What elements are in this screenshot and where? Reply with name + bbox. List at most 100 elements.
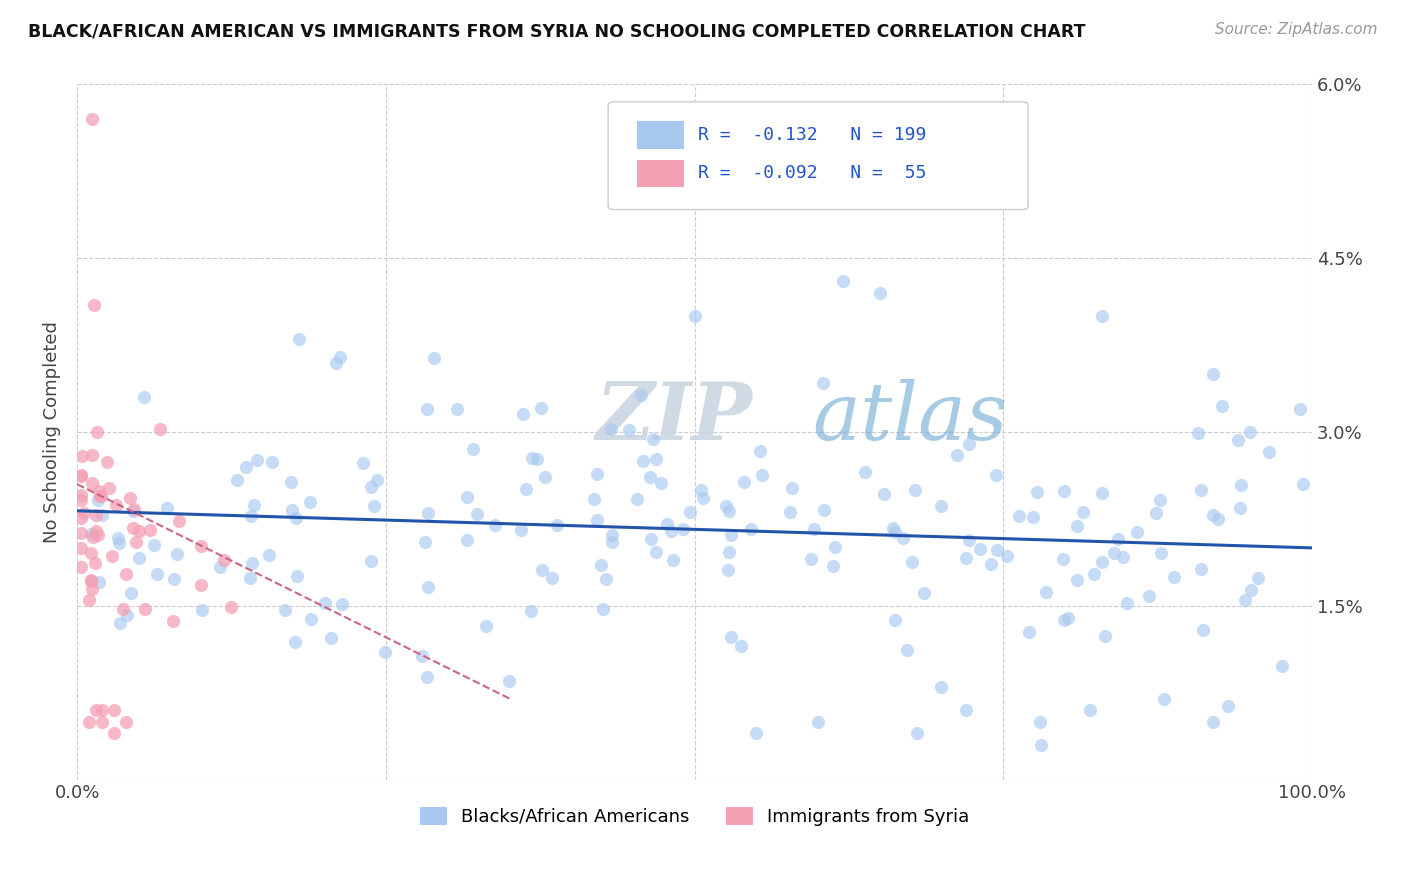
Point [585,467,607,482]
Text: R =  -0.132   N = 199: R = -0.132 N = 199 [699,126,927,145]
Point [1233,593,1256,607]
Point [530,401,553,415]
Point [235,459,257,474]
Point [1053,484,1076,499]
Text: BLACK/AFRICAN AMERICAN VS IMMIGRANTS FROM SYRIA NO SCHOOLING COMPLETED CORRELATI: BLACK/AFRICAN AMERICAN VS IMMIGRANTS FRO… [28,22,1085,40]
Point [1107,532,1129,546]
Point [122,504,145,518]
Point [98,481,121,495]
FancyBboxPatch shape [609,102,1028,210]
Point [329,351,352,365]
Point [285,510,308,524]
Point [156,501,179,516]
Point [325,355,347,369]
Point [80,448,103,462]
Point [900,555,922,569]
Point [1202,508,1225,522]
Point [1066,573,1088,587]
Point [689,483,711,497]
Point [912,585,935,599]
Point [101,549,124,563]
Point [730,639,752,653]
Point [498,673,520,688]
Point [84,508,107,523]
Point [422,351,444,365]
Point [1083,567,1105,582]
Point [1230,478,1253,492]
Point [600,534,623,549]
Point [969,542,991,557]
Point [1102,546,1125,560]
Point [128,524,150,538]
Point [745,726,768,740]
Point [720,528,742,542]
Point [811,376,834,391]
Point [904,483,927,497]
Point [128,551,150,566]
Point [239,571,262,585]
Point [1144,507,1167,521]
Y-axis label: No Schooling Completed: No Schooling Completed [44,321,60,543]
Point [1247,571,1270,585]
Point [80,526,103,541]
Point [416,580,439,594]
Point [883,524,905,539]
Point [82,530,104,544]
Point [882,521,904,535]
Point [86,524,108,539]
Point [957,533,980,548]
Point [644,544,666,558]
Point [107,531,129,545]
Point [212,552,235,566]
Point [1126,524,1149,539]
Point [821,558,844,573]
Point [955,703,977,717]
Point [733,475,755,489]
Point [749,443,772,458]
Point [463,442,485,456]
Point [280,475,302,490]
Text: ZIP: ZIP [596,379,752,457]
Legend: Blacks/African Americans, Immigrants from Syria: Blacks/African Americans, Immigrants fro… [412,799,977,833]
Point [80,546,103,560]
Point [69,525,91,540]
Point [1052,551,1074,566]
Point [831,274,853,288]
Text: R =  -0.092   N =  55: R = -0.092 N = 55 [699,164,927,183]
Point [1163,570,1185,584]
Point [446,402,468,417]
Point [662,553,685,567]
Point [299,612,322,626]
Point [716,499,738,513]
Point [1057,611,1080,625]
Point [149,422,172,436]
Point [650,475,672,490]
Point [512,407,534,421]
Point [1053,613,1076,627]
Point [678,504,700,518]
Point [638,469,661,483]
Point [519,604,541,618]
Point [89,574,111,589]
Point [107,536,129,550]
Point [69,468,91,483]
Point [163,572,186,586]
Point [717,544,740,558]
Point [510,524,533,538]
Point [1021,510,1043,524]
Point [1066,519,1088,533]
Point [526,452,548,467]
Point [1091,486,1114,500]
Point [411,648,433,663]
Point [957,437,980,451]
Text: atlas: atlas [811,379,1007,457]
Point [122,521,145,535]
Point [363,499,385,513]
Point [91,508,114,523]
Point [190,539,212,553]
Point [80,582,103,596]
Point [90,489,112,503]
Point [718,504,741,518]
Point [484,518,506,533]
Point [89,489,111,503]
